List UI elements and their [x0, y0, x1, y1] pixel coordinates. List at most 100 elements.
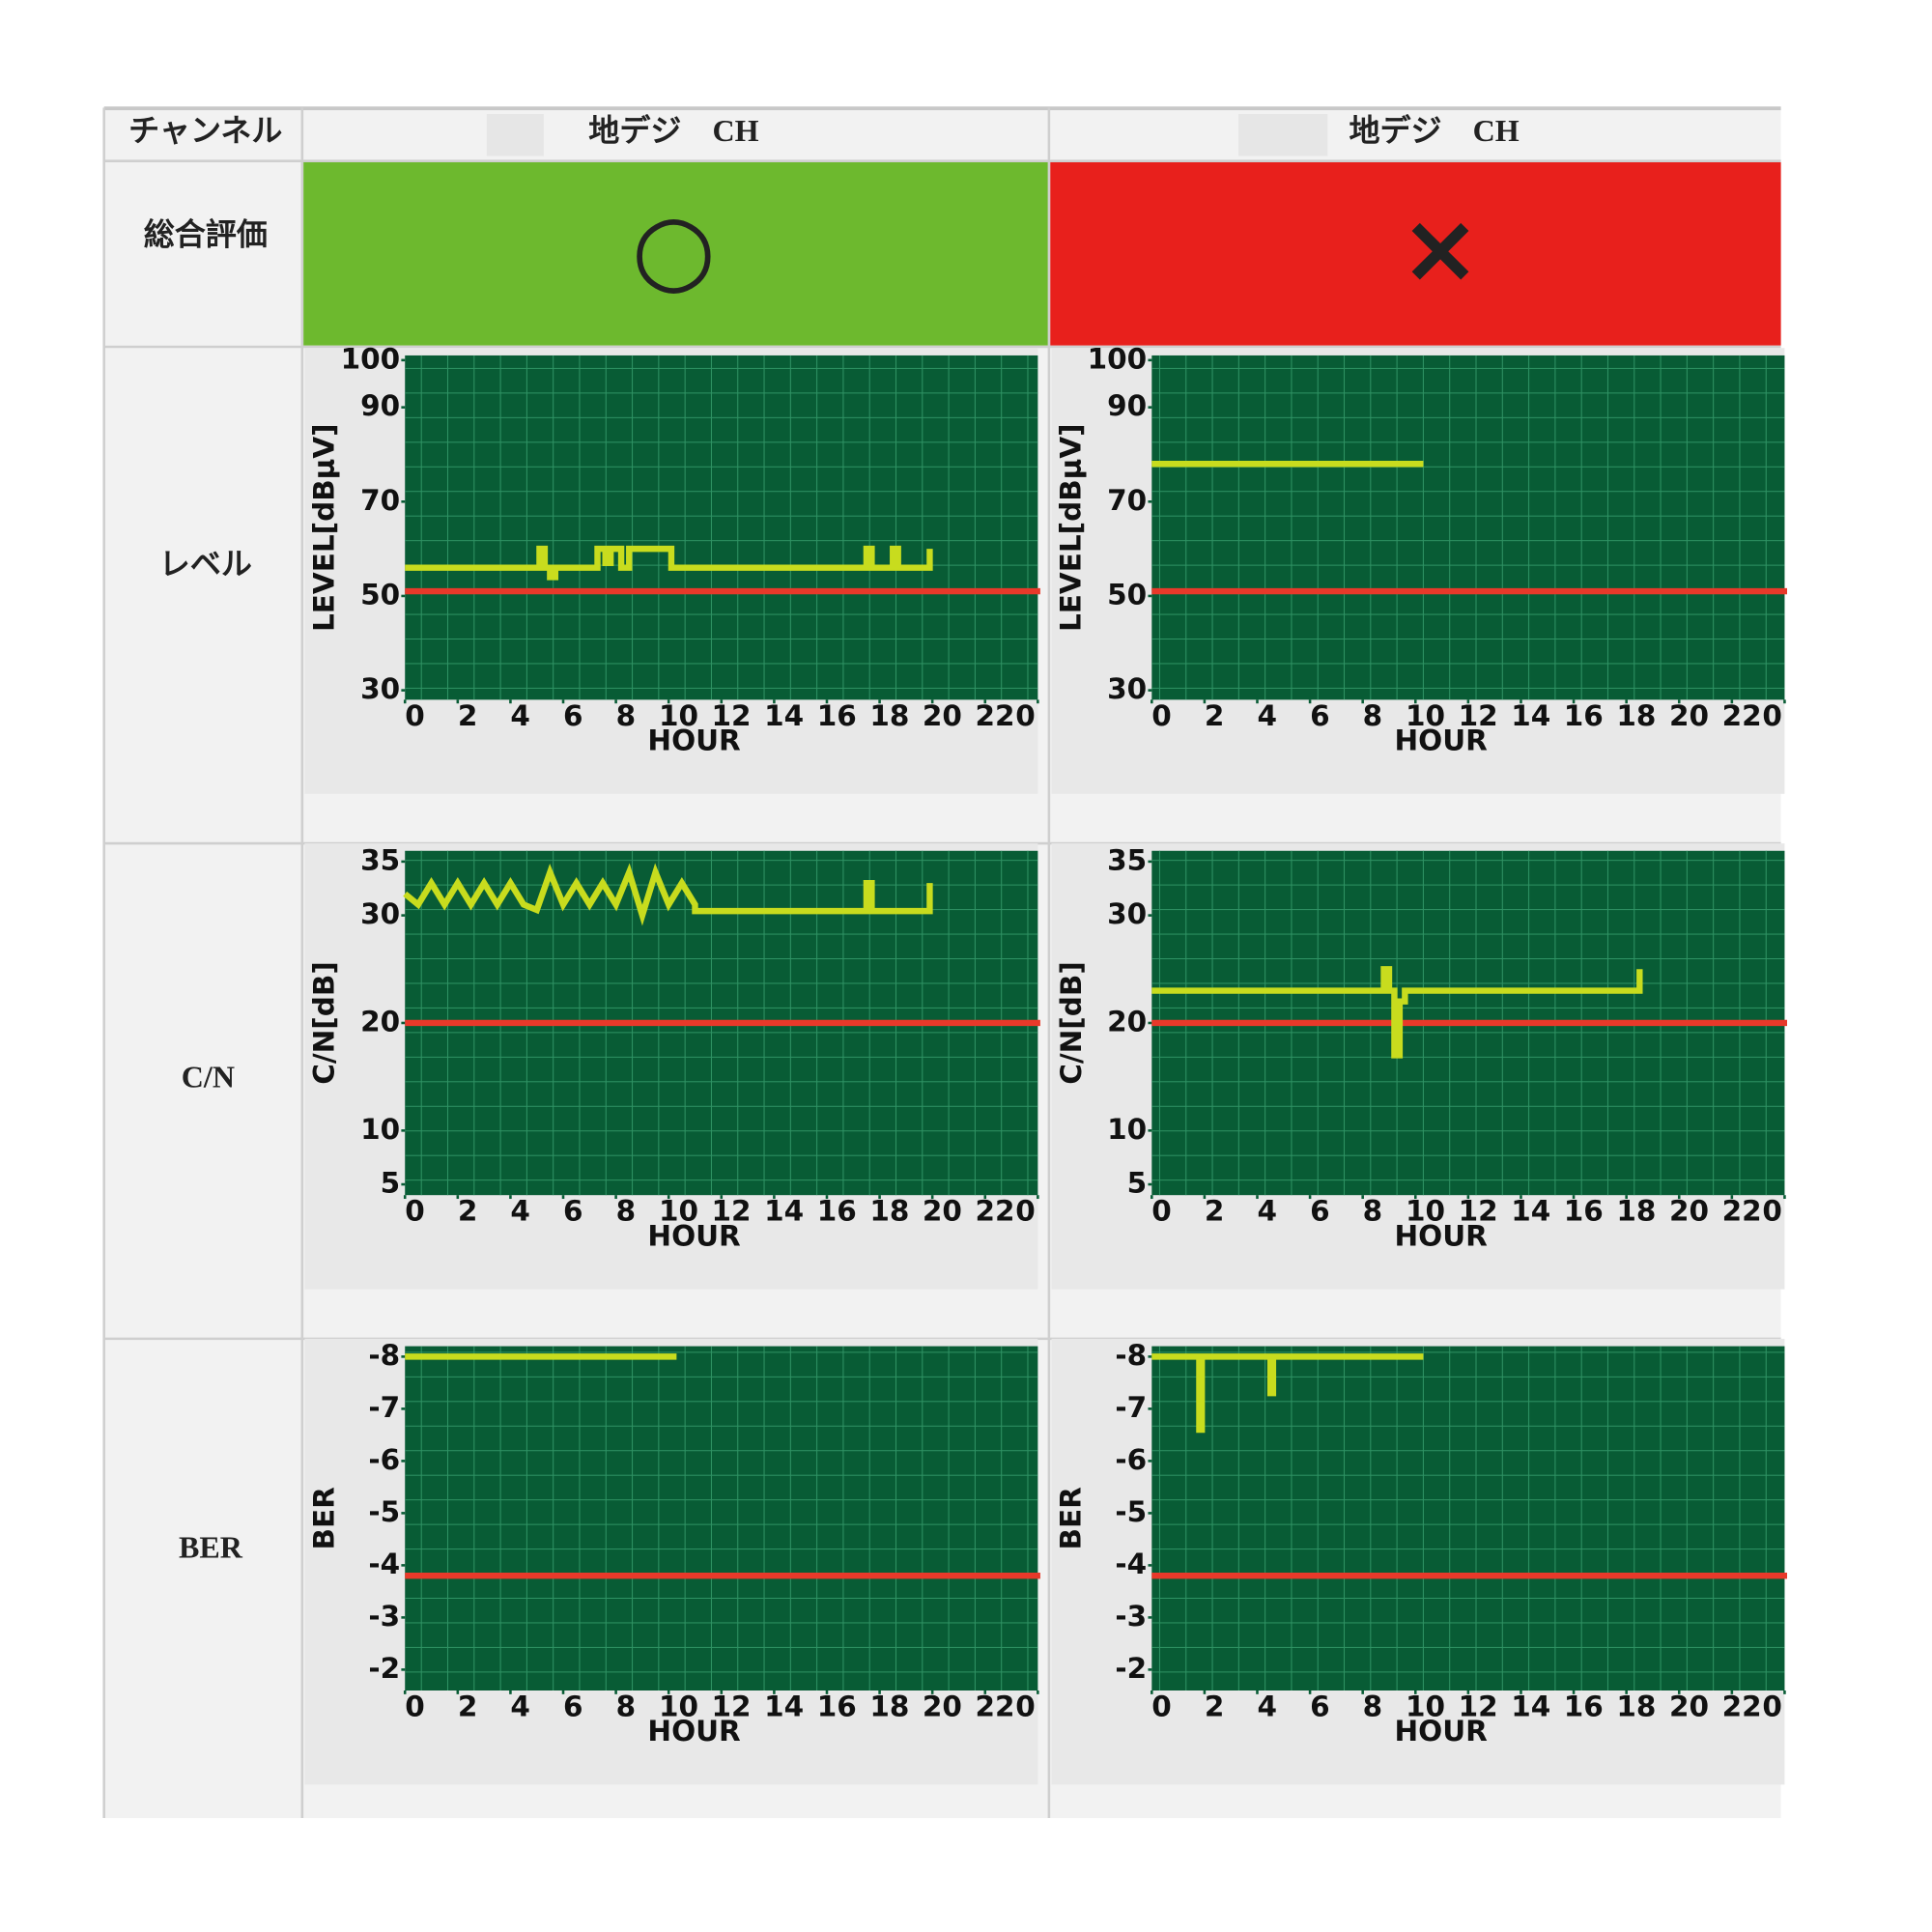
y-tick-label: -7 — [368, 1391, 400, 1424]
y-tick-label: 100 — [1088, 342, 1148, 375]
x-tick-label: 0 — [1015, 1195, 1036, 1228]
data-line — [403, 863, 933, 926]
x-tick-label: 20 — [923, 699, 962, 732]
x-tick-label: 4 — [1257, 1195, 1277, 1228]
channel-header: 地デジ CH — [588, 113, 758, 148]
y-tick-label: 30 — [360, 897, 400, 930]
x-tick-label: 2 — [1205, 1690, 1225, 1722]
x-tick-label: 20 — [1669, 1195, 1709, 1228]
y-tick-label: -6 — [1115, 1443, 1147, 1476]
x-tick-label: 16 — [1564, 699, 1604, 732]
x-tick-label: 16 — [1564, 1195, 1604, 1228]
y-axis-label: C/N[dB] — [308, 961, 341, 1085]
x-tick-label: 8 — [616, 1690, 637, 1722]
y-tick-label: -8 — [368, 1339, 400, 1372]
x-tick-label: 12 — [712, 699, 752, 732]
x-tick-label: 8 — [616, 699, 637, 732]
y-tick-label: 5 — [381, 1167, 401, 1200]
x-tick-label: 12 — [1459, 699, 1498, 732]
grid — [405, 355, 1038, 700]
x-tick-label: 4 — [1257, 699, 1277, 732]
x-tick-label: 4 — [510, 1195, 530, 1228]
x-axis-label: HOUR — [647, 724, 741, 756]
x-tick-label: 6 — [1310, 1195, 1330, 1228]
x-tick-label: 22 — [1722, 699, 1762, 732]
row-label: BER — [179, 1529, 243, 1564]
x-tick-label: 12 — [1459, 1690, 1498, 1722]
y-tick-label: -2 — [1115, 1652, 1147, 1685]
x-tick-label: 4 — [510, 1690, 530, 1722]
chart: -2-3-4-5-6-7-80 2 4 6 8 10 12 14 16 18 20 22 0HOURBE… — [1051, 1339, 1788, 1785]
row-label: レベル — [159, 547, 252, 582]
x-tick-label: 18 — [1616, 1195, 1656, 1228]
grid — [1151, 355, 1785, 700]
x-tick-label: 12 — [712, 1690, 752, 1722]
x-tick-label: 20 — [923, 1690, 962, 1722]
x-tick-label: 0 — [405, 1690, 425, 1722]
y-tick-label: 90 — [360, 389, 400, 422]
y-axis-label: LEVEL[dBμV] — [308, 423, 341, 632]
x-tick-label: 4 — [1257, 1690, 1277, 1722]
y-axis-label: LEVEL[dBμV] — [1055, 423, 1088, 632]
x-tick-label: 0 — [1015, 1690, 1036, 1722]
x-tick-label: 14 — [764, 1195, 804, 1228]
x-tick-label: 0 — [1151, 1690, 1172, 1722]
y-tick-label: 20 — [1107, 1005, 1147, 1037]
y-tick-label: 90 — [1107, 389, 1147, 422]
x-tick-label: 20 — [923, 1195, 962, 1228]
row-label: C/N — [182, 1059, 235, 1094]
x-tick-label: 0 — [1762, 1690, 1782, 1722]
x-tick-label: 0 — [1762, 1195, 1782, 1228]
grid — [405, 1346, 1038, 1690]
y-tick-label: 50 — [360, 578, 400, 611]
x-tick-label: 8 — [616, 1195, 637, 1228]
x-tick-label: 18 — [1616, 699, 1656, 732]
y-tick-label: 5 — [1127, 1167, 1148, 1200]
x-tick-label: 20 — [1669, 1690, 1709, 1722]
x-tick-label: 22 — [976, 1690, 1015, 1722]
data-line — [1151, 1353, 1424, 1434]
x-tick-label: 8 — [1363, 699, 1383, 732]
y-tick-label: -2 — [368, 1652, 400, 1685]
y-tick-label: -8 — [1115, 1339, 1147, 1372]
x-tick-label: 14 — [764, 1690, 804, 1722]
x-tick-label: 2 — [458, 1195, 478, 1228]
y-axis-label: C/N[dB] — [1055, 961, 1088, 1085]
x-tick-label: 2 — [458, 1690, 478, 1722]
y-tick-label: 50 — [1107, 578, 1147, 611]
x-tick-label: 0 — [1015, 699, 1036, 732]
y-tick-label: 20 — [360, 1005, 400, 1037]
x-tick-label: 2 — [1205, 1195, 1225, 1228]
x-tick-label: 16 — [817, 1195, 857, 1228]
x-tick-label: 6 — [563, 1690, 583, 1722]
x-tick-label: 10 — [659, 699, 698, 732]
x-tick-label: 22 — [1722, 1195, 1762, 1228]
x-tick-label: 22 — [976, 1195, 1015, 1228]
x-tick-label: 22 — [1722, 1690, 1762, 1722]
x-tick-label: 0 — [405, 699, 425, 732]
x-axis-label: HOUR — [1394, 1715, 1488, 1747]
channel-placeholder — [486, 113, 544, 156]
y-tick-label: -4 — [368, 1548, 400, 1580]
x-tick-label: 18 — [869, 1690, 909, 1722]
data-line — [1151, 966, 1643, 1059]
x-tick-label: 2 — [458, 699, 478, 732]
y-tick-label: 70 — [1107, 484, 1147, 517]
pass-cell — [303, 161, 1049, 346]
data-line — [405, 545, 933, 581]
x-tick-label: 8 — [1363, 1195, 1383, 1228]
x-axis-label: HOUR — [647, 1715, 741, 1747]
x-tick-label: 16 — [817, 1690, 857, 1722]
y-tick-label: 30 — [1107, 897, 1147, 930]
table-top-border — [103, 106, 1781, 111]
x-tick-label: 8 — [1363, 1690, 1383, 1722]
channel-header: 地デジ CH — [1349, 113, 1519, 148]
x-tick-label: 10 — [659, 1195, 698, 1228]
y-axis-label: BER — [308, 1487, 341, 1550]
x-axis-label: HOUR — [1394, 724, 1488, 756]
y-tick-label: 10 — [360, 1113, 400, 1146]
x-tick-label: 14 — [1511, 1690, 1550, 1722]
